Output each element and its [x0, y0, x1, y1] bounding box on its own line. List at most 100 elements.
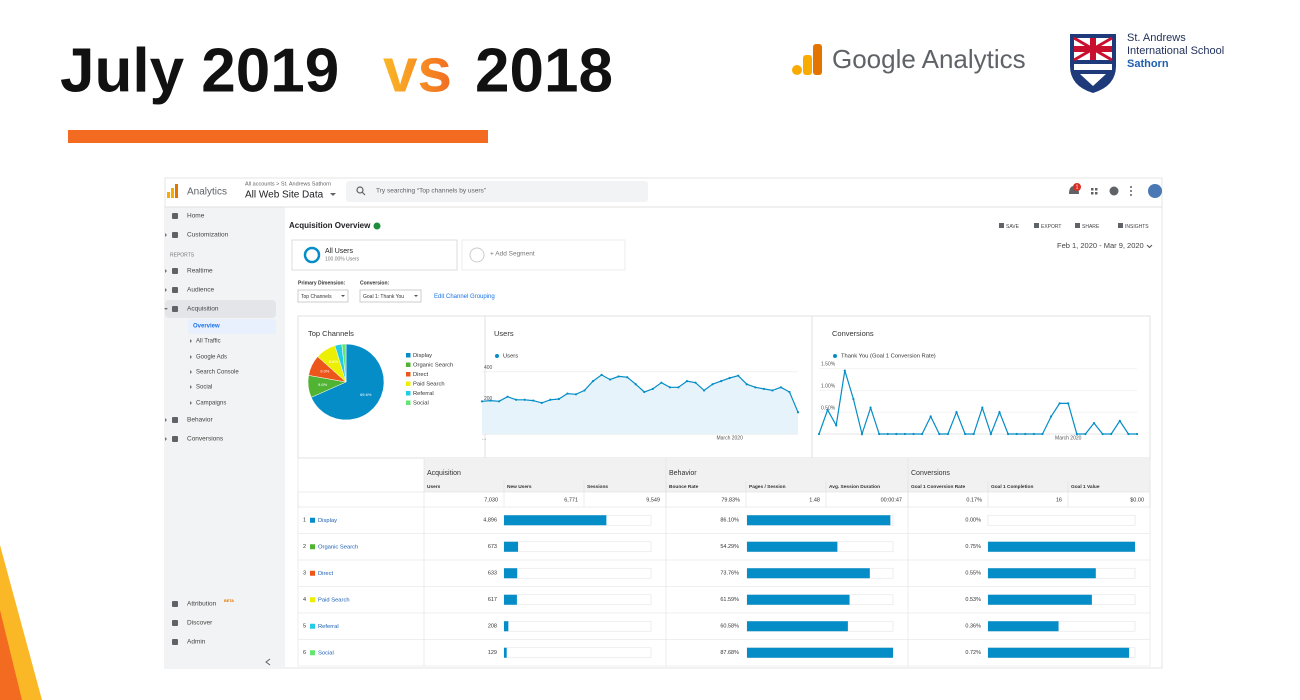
row-name[interactable]: Direct — [318, 571, 334, 577]
bar-track — [503, 647, 652, 659]
point — [480, 400, 484, 403]
nav-active-item — [188, 319, 276, 334]
property-dropdown-arrow[interactable] — [330, 193, 336, 196]
breadcrumb[interactable]: All accounts > St. Andrews Sathorn — [245, 181, 331, 187]
search-placeholder[interactable]: Try searching “Top channels by users” — [376, 188, 486, 195]
slide-title: July 2019 — [60, 36, 339, 105]
add-segment[interactable]: + Add Segment — [490, 251, 535, 258]
column-header[interactable]: Goal 1 Completion — [991, 484, 1033, 490]
column-header[interactable]: Sessions — [587, 484, 608, 490]
verified-icon — [373, 222, 381, 230]
point — [852, 397, 855, 401]
dimension-value[interactable]: Top Channels — [301, 294, 332, 300]
x-tick-label: March 2020 — [1055, 435, 1082, 441]
nav-item[interactable]: Google Ads — [196, 355, 227, 361]
conversion-dropdown[interactable] — [359, 289, 422, 303]
action-button[interactable]: INSIGHTS — [1125, 224, 1149, 230]
action-button[interactable]: SAVE — [1006, 224, 1020, 230]
column-header[interactable]: Goal 1 Conversion Rate — [911, 484, 965, 490]
row-name[interactable]: Referral — [318, 624, 339, 630]
point — [600, 373, 603, 376]
conversion-value[interactable]: Goal 1: Thank You — [363, 294, 404, 300]
column-header[interactable]: New Users — [507, 484, 532, 490]
bar — [747, 647, 893, 658]
point — [557, 397, 560, 401]
search-box[interactable] — [346, 181, 648, 202]
pie-label: 69.6% — [360, 392, 372, 397]
nav-item[interactable]: Customization — [187, 232, 229, 239]
nav-item[interactable]: Attribution — [187, 601, 217, 608]
point — [549, 398, 552, 401]
column-header[interactable]: Goal 1 Value — [1071, 484, 1100, 490]
nav-item[interactable]: Behavior — [187, 417, 213, 424]
nav-item[interactable]: Social — [196, 385, 212, 391]
legend-label: Users — [503, 354, 518, 360]
point — [796, 411, 800, 414]
bar — [988, 621, 1059, 632]
nav-item[interactable]: Realtime — [187, 268, 213, 275]
cell-value: 0.55% — [965, 571, 981, 577]
nav-item[interactable]: Admin — [187, 639, 206, 646]
nav-item[interactable]: Overview — [193, 324, 220, 330]
nav-item[interactable]: Search Console — [196, 370, 239, 376]
bar — [747, 568, 870, 579]
nav-item[interactable]: Campaigns — [196, 401, 226, 407]
total-value: 1.48 — [809, 497, 820, 503]
point — [929, 415, 932, 418]
point — [660, 381, 663, 384]
point — [903, 432, 907, 436]
app-name: Analytics — [187, 187, 227, 198]
beta-badge: BETA — [224, 599, 234, 603]
action-button[interactable]: EXPORT — [1041, 224, 1061, 230]
column-header[interactable]: Pages / Session — [749, 484, 786, 490]
property-name[interactable]: All Web Site Data — [245, 190, 324, 201]
legend-swatch — [406, 391, 411, 396]
column-header[interactable]: Users — [427, 484, 441, 490]
nav-item[interactable]: Discover — [187, 620, 213, 627]
row-name[interactable]: Paid Search — [318, 597, 350, 603]
point — [1127, 432, 1130, 436]
point — [972, 432, 975, 436]
point — [964, 432, 967, 436]
nav-item[interactable]: Audience — [187, 287, 214, 294]
school-crest — [1070, 34, 1116, 93]
header-icons — [1069, 183, 1162, 198]
point — [817, 432, 821, 436]
search-icon — [356, 186, 366, 196]
column-header[interactable]: Avg. Session Duration — [829, 484, 880, 490]
action-button[interactable]: SHARE — [1082, 224, 1100, 230]
y-tick-label: 400 — [484, 365, 493, 371]
edit-link[interactable]: Edit Channel Grouping — [434, 294, 495, 300]
nav-item[interactable]: All Traffic — [196, 339, 221, 345]
action-icon — [1034, 223, 1039, 228]
nav-icon — [172, 436, 178, 442]
more-icon[interactable] — [1130, 186, 1132, 196]
segment-card[interactable] — [291, 239, 458, 271]
column-header[interactable]: Bounce Rate — [669, 484, 699, 490]
point — [1110, 432, 1113, 436]
help-icon[interactable] — [1109, 186, 1119, 196]
date-range[interactable]: Feb 1, 2020 - Mar 9, 2020 — [1057, 241, 1144, 250]
cell-value: 0.53% — [965, 597, 981, 603]
dimension-dropdown[interactable] — [297, 289, 349, 303]
row-name[interactable]: Display — [318, 518, 337, 524]
total-value: 16 — [1056, 497, 1062, 503]
segment-share: 100.00% Users — [325, 256, 360, 262]
row-rank: 5 — [303, 624, 306, 630]
avatar[interactable] — [1148, 184, 1162, 198]
date-dropdown-arrow[interactable] — [1146, 244, 1153, 249]
nav-item[interactable]: Conversions — [187, 436, 224, 443]
nav-icon — [172, 639, 178, 645]
collapse-sidebar[interactable] — [265, 658, 271, 666]
nav-item[interactable]: Home — [187, 213, 205, 220]
row-name[interactable]: Organic Search — [318, 544, 358, 550]
point — [754, 386, 757, 389]
row-name[interactable]: Social — [318, 650, 334, 656]
apps-icon[interactable] — [1091, 188, 1098, 195]
nav-item[interactable]: Acquisition — [187, 306, 219, 313]
row-color — [310, 517, 315, 523]
add-segment-card[interactable] — [461, 239, 626, 271]
legend-swatch — [406, 353, 411, 358]
cell-value: 129 — [488, 650, 497, 656]
